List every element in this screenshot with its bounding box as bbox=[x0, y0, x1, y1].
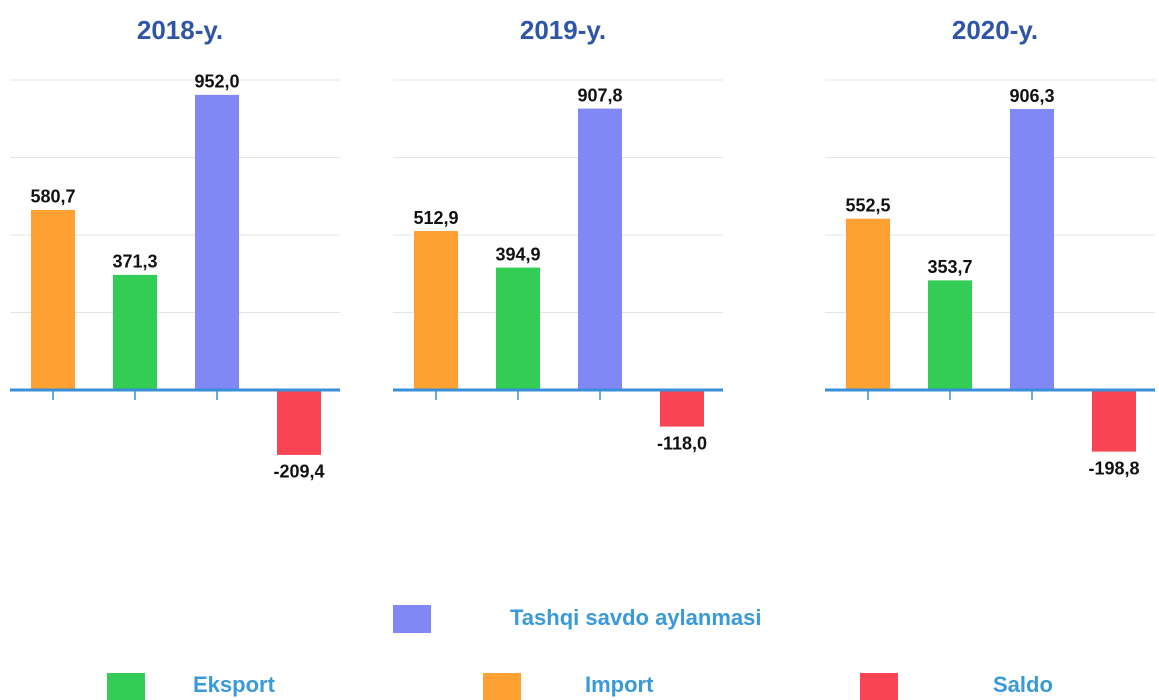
panel-title: 2020-y. bbox=[952, 15, 1038, 45]
bar bbox=[195, 94, 239, 390]
legend-label: Tashqi savdo aylanmasi bbox=[510, 605, 761, 630]
legend-swatch bbox=[107, 673, 145, 700]
bar bbox=[414, 231, 458, 390]
value-label: -198,8 bbox=[1088, 458, 1139, 478]
bar bbox=[31, 209, 75, 390]
panel-title: 2019-y. bbox=[520, 15, 606, 45]
value-label: 906,3 bbox=[1009, 86, 1054, 106]
bar bbox=[277, 390, 321, 455]
value-label: 552,5 bbox=[845, 195, 890, 215]
value-label: 512,9 bbox=[413, 208, 458, 228]
legend-swatch bbox=[393, 605, 431, 633]
value-label: 952,0 bbox=[194, 72, 239, 92]
value-label: -209,4 bbox=[273, 462, 324, 482]
value-label: 394,9 bbox=[495, 244, 540, 264]
legend-label: Import bbox=[585, 672, 654, 697]
bar bbox=[113, 274, 157, 390]
bar bbox=[1010, 109, 1054, 390]
legend-swatch bbox=[860, 673, 898, 700]
legend-label: Eksport bbox=[193, 672, 276, 697]
panel-title: 2018-y. bbox=[137, 15, 223, 45]
value-label: 580,7 bbox=[30, 187, 75, 207]
value-label: -118,0 bbox=[657, 433, 707, 453]
bar bbox=[660, 390, 704, 427]
value-label: 353,7 bbox=[927, 257, 972, 277]
bar bbox=[496, 267, 540, 390]
bar bbox=[578, 108, 622, 390]
bar bbox=[1092, 390, 1136, 452]
value-label: 907,8 bbox=[577, 85, 622, 105]
legend-swatch bbox=[483, 673, 521, 700]
bar bbox=[846, 218, 890, 390]
value-label: 371,3 bbox=[112, 252, 157, 272]
legend-label: Saldo bbox=[993, 672, 1053, 697]
bar bbox=[928, 280, 972, 390]
